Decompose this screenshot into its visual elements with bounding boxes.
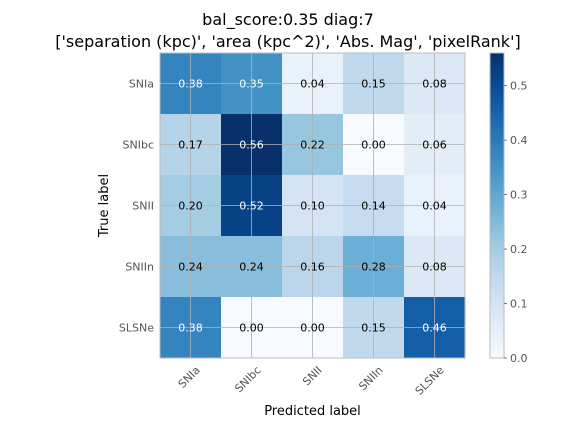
cell-value-label: 0.35 bbox=[239, 78, 264, 91]
cell-value-label: 0.28 bbox=[361, 261, 386, 274]
x-tick-label: SNIIn bbox=[356, 364, 385, 393]
cell-value-label: 0.08 bbox=[422, 78, 447, 91]
cell-value-label: 0.20 bbox=[178, 200, 203, 213]
cell-value-label: 0.38 bbox=[178, 322, 203, 335]
cell-value-label: 0.17 bbox=[178, 139, 203, 152]
colorbar-tick-label: 0.1 bbox=[510, 298, 528, 311]
cell-value-label: 0.22 bbox=[300, 139, 325, 152]
cell-value-label: 0.24 bbox=[178, 261, 203, 274]
cell-value-label: 0.00 bbox=[361, 139, 386, 152]
colorbar-tick-label: 0.3 bbox=[510, 189, 528, 202]
y-tick-label: SLSNe bbox=[119, 322, 154, 335]
cell-value-label: 0.15 bbox=[361, 322, 386, 335]
cell-value-label: 0.38 bbox=[178, 78, 203, 91]
cell-value-label: 0.15 bbox=[361, 78, 386, 91]
heatmap-gridlines bbox=[160, 53, 465, 358]
cell-value-label: 0.16 bbox=[300, 261, 325, 274]
y-axis-label: True label bbox=[97, 174, 112, 238]
y-tick-label: SNIIn bbox=[125, 261, 154, 274]
x-tick-label: SLSNe bbox=[413, 364, 447, 398]
plot-frame bbox=[159, 52, 466, 359]
heatmap-value-labels: 0.38 0.35 0.04 0.15 0.08 0.17 0.56 0.22 0.00 0.06… bbox=[178, 78, 447, 335]
x-tick-label: SNII bbox=[300, 364, 325, 389]
cell-value-label: 0.00 bbox=[300, 322, 325, 335]
cell-value-label: 0.08 bbox=[422, 261, 447, 274]
cell-value-label: 0.04 bbox=[300, 78, 325, 91]
chart-title-line-2: ['separation (kpc)', 'area (kpc^2)', 'Ab… bbox=[55, 32, 521, 51]
y-tick-label: SNIbc bbox=[123, 139, 155, 152]
x-tick-label: SNIbc bbox=[232, 364, 263, 395]
cell-value-label: 0.04 bbox=[422, 200, 447, 213]
chart-title-line-1: bal_score:0.35 diag:7 bbox=[202, 10, 374, 29]
colorbar bbox=[489, 52, 505, 359]
x-tick-labels: SNIa SNIbc SNII SNIIn SLSNe bbox=[176, 364, 447, 398]
colorbar-tick-label: 0.2 bbox=[510, 243, 528, 256]
x-tick-label: SNIa bbox=[176, 364, 203, 391]
cell-value-label: 0.14 bbox=[361, 200, 386, 213]
colorbar-tick-label: 0.4 bbox=[510, 134, 528, 147]
cell-value-label: 0.00 bbox=[239, 322, 264, 335]
y-tick-label: SNII bbox=[132, 200, 154, 213]
colorbar-tick-label: 0.0 bbox=[510, 352, 528, 365]
y-tick-labels: SNIa SNIbc SNII SNIIn SLSNe bbox=[119, 78, 154, 335]
cell-value-label: 0.06 bbox=[422, 139, 447, 152]
cell-value-label: 0.46 bbox=[422, 322, 447, 335]
cell-value-label: 0.10 bbox=[300, 200, 325, 213]
colorbar-tick-label: 0.5 bbox=[510, 80, 528, 93]
cell-value-label: 0.52 bbox=[239, 200, 264, 213]
x-axis-label: Predicted label bbox=[264, 404, 361, 419]
y-tick-label: SNIa bbox=[129, 78, 154, 91]
cell-value-label: 0.56 bbox=[239, 139, 264, 152]
cell-value-label: 0.24 bbox=[239, 261, 264, 274]
colorbar-ticks: 0.0 0.1 0.2 0.3 0.4 0.5 bbox=[504, 80, 528, 365]
